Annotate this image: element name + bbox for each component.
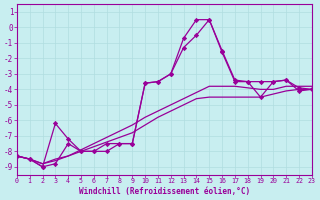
X-axis label: Windchill (Refroidissement éolien,°C): Windchill (Refroidissement éolien,°C) [79,187,250,196]
